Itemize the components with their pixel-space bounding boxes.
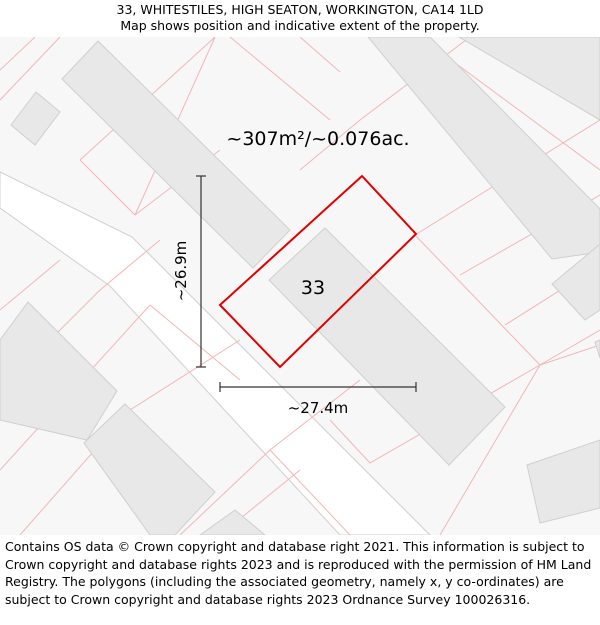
building [268, 227, 506, 466]
width-label: ~27.4m [288, 399, 349, 417]
map-svg: ~307m²/~0.076ac. 33 ~26.9m ~27.4m [0, 37, 600, 535]
building [0, 301, 118, 441]
buildings [0, 37, 600, 535]
building [458, 37, 600, 121]
map-header: 33, WHITESTILES, HIGH SEATON, WORKINGTON… [0, 0, 600, 37]
building [594, 339, 600, 359]
building [10, 91, 61, 146]
building [551, 243, 600, 321]
width-dimension [219, 382, 417, 392]
building [199, 509, 266, 535]
building [83, 403, 216, 535]
height-label: ~26.9m [172, 241, 190, 302]
copyright-attribution: Contains OS data © Crown copyright and d… [5, 539, 592, 607]
map-subtitle: Map shows position and indicative extent… [120, 18, 480, 33]
building [526, 439, 600, 524]
building [61, 40, 291, 269]
property-address: 33, WHITESTILES, HIGH SEATON, WORKINGTON… [116, 2, 484, 17]
height-dimension [196, 175, 206, 368]
house-number-label: 33 [301, 277, 325, 299]
road [0, 171, 431, 535]
property-boundary[interactable] [218, 174, 418, 369]
area-label: ~307m²/~0.076ac. [226, 128, 409, 150]
building [367, 37, 600, 260]
map-canvas[interactable]: ~307m²/~0.076ac. 33 ~26.9m ~27.4m [0, 37, 600, 535]
